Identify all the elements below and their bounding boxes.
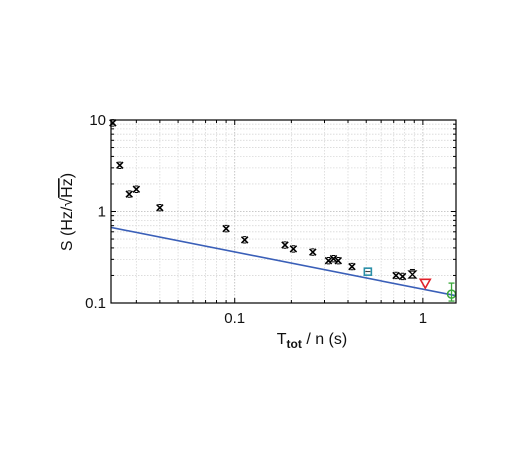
fit-lines bbox=[111, 226, 456, 297]
data-point bbox=[222, 224, 230, 233]
data-point bbox=[348, 262, 356, 271]
x-tick-label: 0.1 bbox=[224, 310, 245, 327]
data-point bbox=[392, 271, 400, 280]
data-point bbox=[156, 203, 164, 212]
data-point bbox=[324, 256, 333, 265]
data-point bbox=[240, 236, 249, 244]
data-point bbox=[418, 278, 432, 290]
axis-ticks: 0.1 1 0.1 1 10 bbox=[85, 112, 456, 327]
x-tick-label: 1 bbox=[419, 310, 427, 327]
data-point bbox=[116, 161, 124, 170]
y-tick-label: 0.1 bbox=[85, 295, 106, 312]
y-tick-label: 10 bbox=[89, 112, 106, 129]
data-point bbox=[329, 254, 338, 263]
y-tick-label: 1 bbox=[98, 204, 106, 221]
data-point bbox=[363, 267, 373, 276]
data-point bbox=[334, 256, 343, 265]
data-points bbox=[109, 119, 457, 302]
x-axis-label: Ttot / n (s) bbox=[277, 331, 347, 351]
data-point bbox=[132, 185, 141, 194]
data-point bbox=[398, 272, 407, 281]
data-point bbox=[446, 282, 457, 302]
fit-line bbox=[111, 226, 456, 297]
data-point bbox=[281, 241, 289, 249]
data-point bbox=[309, 248, 317, 256]
y-axis-label: S (Hz/√Hz) bbox=[59, 173, 76, 251]
data-point bbox=[407, 268, 418, 279]
data-point bbox=[125, 190, 133, 198]
data-point bbox=[289, 245, 298, 253]
